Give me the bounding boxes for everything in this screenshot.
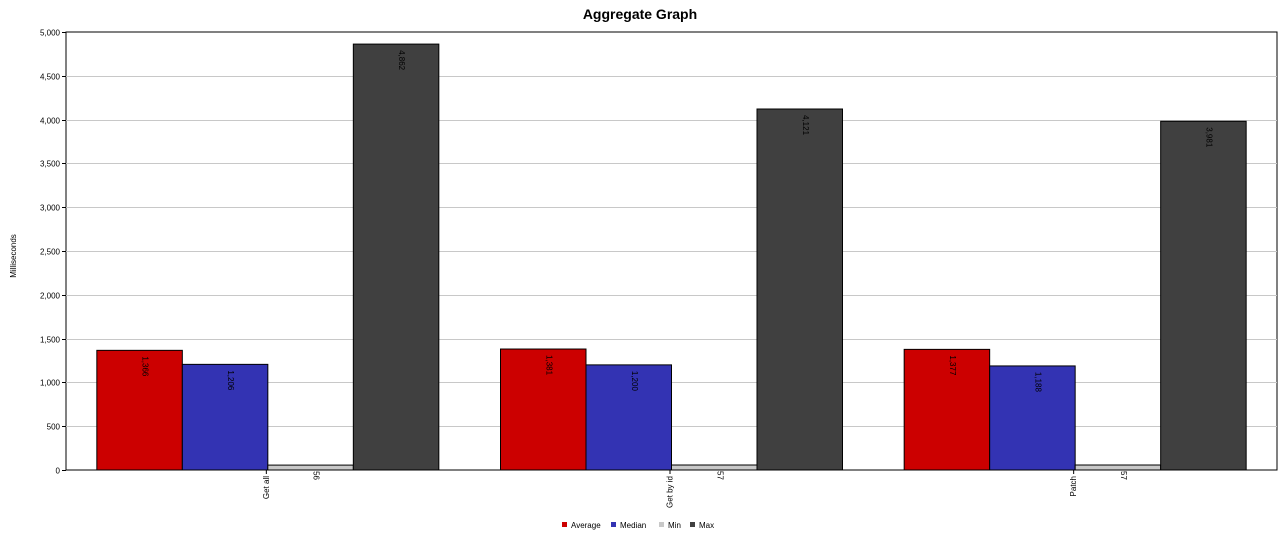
bar-median-3: [989, 365, 1076, 471]
category-label: Patch: [1069, 476, 1078, 496]
legend-label-min: Min: [668, 521, 681, 530]
data-label: 1,366: [141, 356, 150, 377]
data-label: 4,121: [801, 115, 810, 136]
y-tick-label: 4,000: [40, 117, 61, 126]
y-tick-label: 2,000: [40, 292, 61, 301]
data-label: 1,188: [1033, 372, 1042, 393]
data-label: 4,862: [397, 50, 406, 71]
data-label: 57: [715, 471, 724, 480]
y-tick-label: 500: [47, 423, 61, 432]
y-tick-label: 5,000: [40, 29, 61, 38]
bar-median-2: [585, 364, 672, 471]
data-label: 3,981: [1204, 127, 1213, 148]
legend-label-median: Median: [620, 521, 646, 530]
bar-min-2: [671, 464, 758, 471]
category-label: Get by id: [666, 476, 675, 508]
bar-max-2: [756, 108, 843, 471]
data-label: 1,200: [630, 371, 639, 392]
data-label: 57: [1119, 471, 1128, 480]
bar-min-1: [267, 464, 354, 471]
category-label: Get all: [262, 476, 271, 499]
y-axis-label: Milliseconds: [9, 234, 18, 278]
legend-swatch-min: [659, 522, 664, 527]
bar-max-3: [1160, 120, 1247, 471]
bar-max-1: [352, 43, 440, 471]
chart-title: Aggregate Graph: [583, 6, 697, 22]
legend: Average Median Min Max: [562, 521, 714, 530]
y-tick-label: 1,500: [40, 336, 61, 345]
y-tick-label: 3,000: [40, 204, 61, 213]
y-tick-label: 4,500: [40, 73, 61, 82]
y-tick-label: 0: [56, 467, 61, 476]
data-label: 1,377: [948, 355, 957, 376]
y-tick-label: 2,500: [40, 248, 61, 257]
legend-swatch-average: [562, 522, 567, 527]
bar-average-2: [500, 348, 587, 471]
legend-swatch-median: [611, 522, 616, 527]
y-tick-label: 1,000: [40, 379, 61, 388]
data-label: 1,206: [226, 370, 235, 391]
data-label: 1,381: [544, 355, 553, 376]
legend-label-max: Max: [699, 521, 714, 530]
legend-swatch-max: [690, 522, 695, 527]
bar-average-3: [903, 348, 991, 471]
bars-layer: [96, 43, 1247, 471]
bar-median-1: [181, 363, 269, 471]
y-tick-label: 3,500: [40, 160, 61, 169]
bar-min-3: [1074, 464, 1162, 471]
data-labels-layer: 1,366 1,206 56 4,862 1,381 1,200 57 4,121 1,377 1…: [141, 50, 1214, 480]
legend-label-average: Average: [571, 521, 601, 530]
bar-average-1: [96, 349, 183, 471]
axis-layer: 0 500 1,000 1,500 2,000 2,500 3,000 3,500 4,000 4…: [40, 29, 1078, 509]
data-label: 56: [312, 471, 321, 480]
